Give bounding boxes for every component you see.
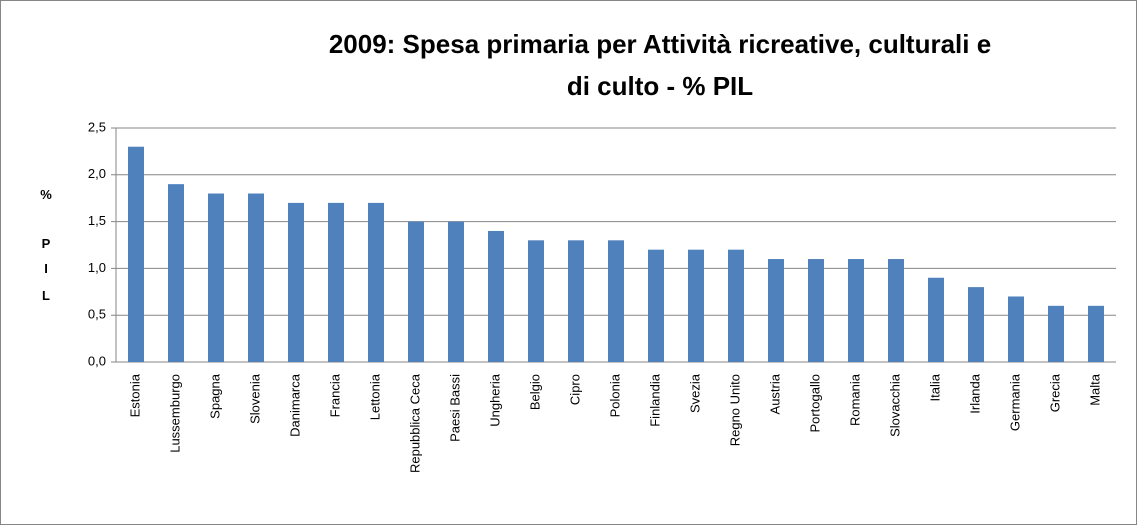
bar bbox=[1008, 296, 1024, 362]
x-tick-label: Belgio bbox=[527, 374, 542, 410]
x-tick-label: Irlanda bbox=[967, 373, 982, 414]
x-tick-label: Slovacchia bbox=[887, 373, 902, 437]
x-tick-label: Grecia bbox=[1047, 373, 1062, 412]
x-tick-label: Austria bbox=[767, 373, 782, 414]
x-tick-label: Portogallo bbox=[807, 374, 822, 433]
bar bbox=[888, 259, 904, 362]
bar bbox=[848, 259, 864, 362]
bar bbox=[368, 202, 384, 362]
x-tick-label: Finlandia bbox=[647, 373, 662, 427]
bar bbox=[408, 221, 424, 362]
x-tick-label: Cipro bbox=[567, 374, 582, 405]
bar bbox=[928, 277, 944, 362]
bar bbox=[608, 240, 624, 362]
x-tick-label: Spagna bbox=[207, 373, 222, 419]
x-tick-label: Regno Unito bbox=[727, 374, 742, 446]
x-tick-label: Svezia bbox=[687, 373, 702, 413]
bar bbox=[288, 202, 304, 362]
x-tick-label: Paesi Bassi bbox=[447, 374, 462, 442]
y-tick-label: 0,0 bbox=[88, 353, 106, 368]
x-tick-label: Estonia bbox=[127, 373, 142, 417]
x-tick-label: Lussemburgo bbox=[167, 374, 182, 453]
x-tick-label: Romania bbox=[847, 373, 862, 426]
x-tick-label: Germania bbox=[1007, 373, 1022, 431]
bar bbox=[168, 184, 184, 362]
bar bbox=[488, 230, 504, 362]
bar bbox=[1048, 305, 1064, 362]
x-tick-label: Polonia bbox=[607, 373, 622, 417]
chart-title: di culto - % PIL bbox=[567, 71, 753, 101]
bar bbox=[568, 240, 584, 362]
x-tick-label: Lettonia bbox=[367, 373, 382, 420]
bar bbox=[528, 240, 544, 362]
y-tick-label: 1,5 bbox=[88, 213, 106, 228]
bar bbox=[648, 249, 664, 362]
x-tick-label: Italia bbox=[927, 373, 942, 401]
bar bbox=[688, 249, 704, 362]
bar bbox=[728, 249, 744, 362]
x-tick-label: Danimarca bbox=[287, 373, 302, 437]
x-tick-label: Repubblica Ceca bbox=[407, 373, 422, 473]
bar bbox=[248, 193, 264, 362]
x-tick-label: Ungheria bbox=[487, 373, 502, 427]
bar bbox=[448, 221, 464, 362]
bar bbox=[328, 202, 344, 362]
y-tick-label: 2,5 bbox=[88, 119, 106, 134]
x-tick-label: Francia bbox=[327, 373, 342, 417]
bar bbox=[768, 259, 784, 362]
x-tick-label: Slovenia bbox=[247, 373, 262, 424]
chart-title: 2009: Spesa primaria per Attività ricrea… bbox=[329, 29, 991, 59]
y-tick-label: 1,0 bbox=[88, 260, 106, 275]
bar bbox=[208, 193, 224, 362]
bar bbox=[1088, 305, 1104, 362]
y-axis-label: % P I L bbox=[40, 187, 52, 303]
bar bbox=[968, 287, 984, 362]
bar bbox=[128, 146, 144, 362]
bar bbox=[808, 259, 824, 362]
y-tick-label: 2,0 bbox=[88, 166, 106, 181]
y-tick-label: 0,5 bbox=[88, 307, 106, 322]
x-tick-label: Malta bbox=[1087, 373, 1102, 406]
